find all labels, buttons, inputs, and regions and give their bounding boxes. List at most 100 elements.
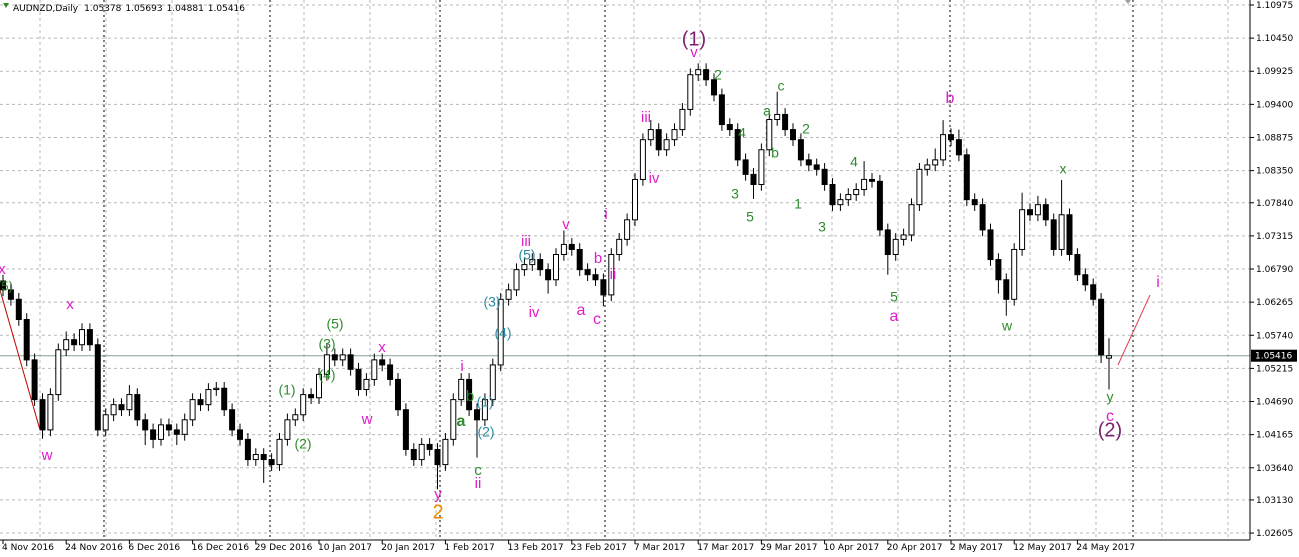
wave-label: x (66, 296, 74, 313)
x-tick-label: 24 May 2017 (1076, 543, 1135, 553)
candle-body (474, 409, 480, 421)
wave-label: (5) (518, 247, 535, 263)
wave-label: a (577, 302, 586, 319)
candle-body (47, 394, 54, 431)
candle-body (576, 248, 583, 271)
candle-body (0, 280, 6, 291)
candle-body (1050, 219, 1057, 250)
candle-body (158, 424, 164, 440)
candle-body (426, 443, 433, 450)
wave-label: 1 (794, 196, 802, 212)
candle-body (363, 378, 370, 391)
candle-body (884, 229, 891, 256)
candle-body (395, 378, 401, 411)
candle-body (497, 298, 504, 366)
open-value: 1.05378 (84, 4, 121, 14)
y-tick-label: 1.09925 (1256, 67, 1293, 77)
wave-label: 2 (802, 121, 810, 137)
wave-label: (2) (1098, 419, 1122, 441)
candle-body (853, 189, 860, 196)
candle-body (1082, 274, 1089, 286)
candle-body (450, 399, 457, 440)
candle-body (1098, 298, 1105, 356)
candle-body (876, 180, 883, 231)
y-tick-label: 1.10450 (1256, 34, 1293, 44)
x-tick-label: 16 Dec 2016 (192, 543, 250, 553)
candle-body (869, 178, 875, 182)
candle-body (1042, 204, 1049, 221)
candle-body (671, 129, 678, 141)
candle-body (102, 414, 109, 431)
candle-body (695, 69, 702, 76)
candle-body (766, 118, 773, 151)
candle-body (703, 69, 710, 81)
wave-label: (1) (682, 28, 706, 50)
wave-label: iv (529, 304, 540, 321)
wave-label: 3 (818, 219, 826, 235)
candle-body (252, 454, 259, 461)
candle-body (758, 149, 765, 185)
candle-body (932, 159, 939, 166)
candle-body (734, 129, 741, 161)
candle-body (900, 234, 907, 240)
wave-label: w (1001, 318, 1013, 334)
y-tick-label: 1.08875 (1256, 133, 1293, 143)
candle-body (1066, 214, 1073, 256)
candle-body (79, 329, 85, 346)
y-tick-label: 1.03640 (1256, 464, 1293, 474)
candle-body (173, 429, 180, 435)
x-tick-label: 7 Mar 2017 (634, 543, 685, 553)
candle-body (268, 459, 275, 466)
candle-body (813, 164, 820, 170)
candle-body (284, 419, 291, 440)
shift-marker (1125, 0, 1131, 4)
candle-body (726, 124, 733, 131)
candle-body (1106, 355, 1112, 359)
candle-body (592, 274, 599, 281)
y-tick-label: 1.06790 (1256, 265, 1293, 275)
candle-body (529, 259, 536, 266)
x-tick-label: 20 Apr 2017 (887, 543, 943, 553)
candle-body (55, 349, 62, 396)
candle-body (418, 443, 425, 461)
candle-body (1011, 248, 1018, 300)
y-tick-label: 1.03130 (1256, 496, 1293, 506)
candle-body (316, 373, 322, 399)
candle-body (1034, 204, 1041, 216)
candle-body (402, 409, 409, 450)
wave-label: y (1107, 389, 1114, 405)
candle-body (632, 178, 638, 221)
current-price-label: 1.05416 (1255, 352, 1292, 362)
candle-body (118, 404, 125, 411)
candle-body (379, 359, 386, 366)
candle-body (260, 454, 267, 461)
wave-label: 2 (432, 501, 443, 523)
candle-body (600, 279, 607, 296)
candle-body (63, 339, 70, 351)
projection-line (1117, 294, 1151, 366)
candle-body (742, 159, 749, 175)
wave-label: b (771, 145, 779, 161)
wave-label: x (378, 339, 386, 356)
wave-label: x (1060, 161, 1067, 177)
wave-label: y (434, 486, 442, 503)
chart-header: AUDNZD,Daily 1.05378 1.05693 1.04881 1.05416 (13, 4, 245, 14)
candle-body (1074, 254, 1081, 276)
wave-label: (3) (318, 336, 335, 352)
candle-body (300, 394, 307, 416)
x-tick-label: 2 May 2017 (950, 543, 1003, 553)
candle-body (1003, 279, 1010, 300)
candle-body (505, 289, 512, 300)
candle-body (608, 254, 615, 296)
y-tick-label: 1.04690 (1256, 398, 1293, 408)
candle-body (774, 113, 781, 120)
close-value: 1.05416 (208, 4, 245, 14)
candle-body (165, 424, 172, 431)
y-tick-label: 1.04165 (1256, 431, 1293, 441)
candle-body (821, 168, 828, 185)
candle-body (371, 359, 378, 380)
wave-label: a (890, 308, 899, 325)
candle-body (244, 438, 251, 461)
